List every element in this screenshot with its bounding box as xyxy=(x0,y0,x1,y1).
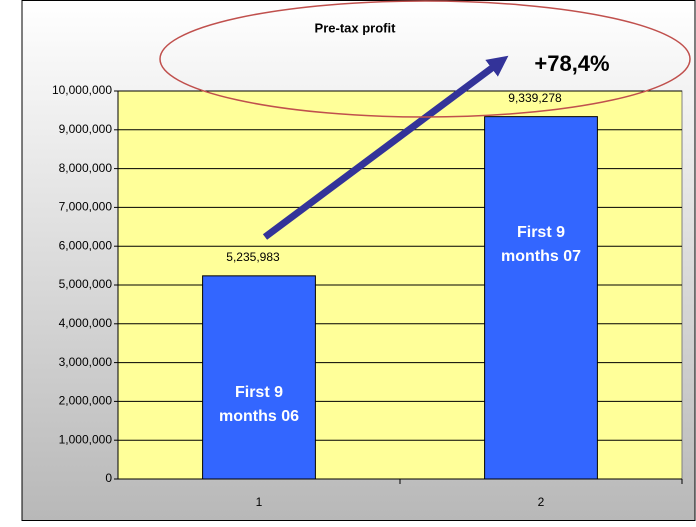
y-tick-label: 8,000,000 xyxy=(59,161,113,175)
y-tick-label: 6,000,000 xyxy=(59,238,113,252)
bar-label: months 07 xyxy=(501,248,581,265)
y-tick-label: 5,000,000 xyxy=(59,277,113,291)
bar xyxy=(202,275,316,480)
y-tick-label: 1,000,000 xyxy=(59,432,113,446)
annotation: +78,4% xyxy=(534,51,609,76)
x-tick-label: 2 xyxy=(538,495,545,509)
bar-label: months 06 xyxy=(219,408,299,425)
y-tick-label: 7,000,000 xyxy=(59,200,113,214)
value-label: 9,339,278 xyxy=(508,91,562,105)
trend-arrow xyxy=(262,55,509,240)
y-tick-label: 9,000,000 xyxy=(59,122,113,136)
y-tick-label: 0 xyxy=(105,471,112,485)
bar xyxy=(484,116,598,480)
value-label: 5,235,983 xyxy=(226,250,280,264)
bar-label: First 9 xyxy=(517,224,565,241)
y-tick-label: 10,000,000 xyxy=(52,83,112,97)
highlight-ellipse xyxy=(159,0,691,118)
y-tick-label: 2,000,000 xyxy=(59,394,113,408)
chart-title: Pre-tax profit xyxy=(315,20,397,35)
bar-label: First 9 xyxy=(235,384,283,401)
y-tick-label: 3,000,000 xyxy=(59,355,113,369)
x-tick-label: 1 xyxy=(256,495,263,509)
y-tick-label: 4,000,000 xyxy=(59,316,113,330)
